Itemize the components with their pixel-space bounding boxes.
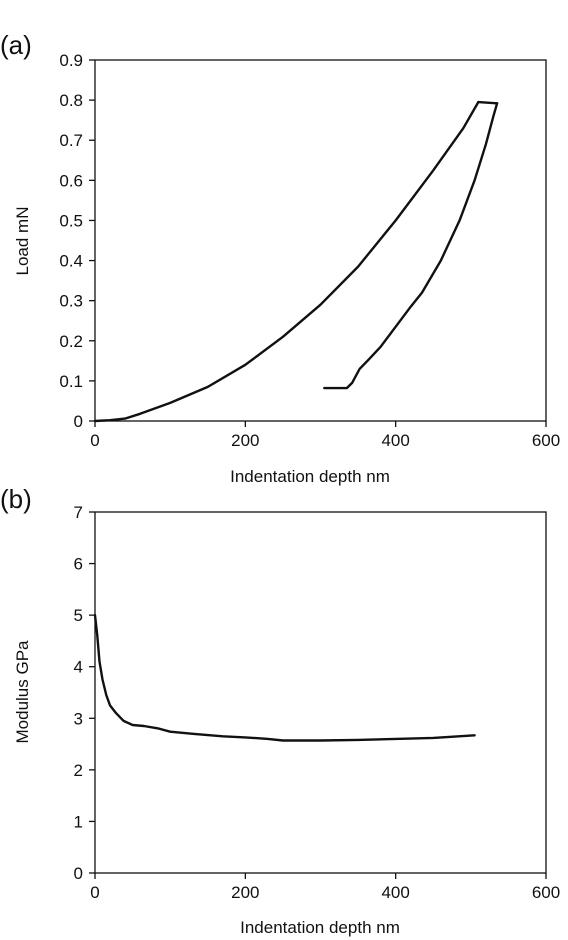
y-tick-label: 0.8 bbox=[59, 91, 83, 110]
x-tick-label: 200 bbox=[231, 883, 259, 902]
y-tick-label: 0.1 bbox=[59, 372, 83, 391]
y-tick-label: 7 bbox=[74, 503, 83, 522]
y-tick-label: 0 bbox=[74, 412, 83, 431]
series-line bbox=[93, 613, 476, 742]
panel-b: (b) 0 200 400 600 0 1 2 3 4 5 6 7 Indentation dept… bbox=[0, 484, 560, 937]
panel-b-x-ticks: 0 200 400 600 bbox=[90, 873, 560, 902]
x-tick-label: 600 bbox=[532, 431, 560, 450]
y-tick-label: 2 bbox=[74, 761, 83, 780]
series-line-hold bbox=[477, 100, 499, 105]
y-tick-label: 0 bbox=[74, 864, 83, 883]
y-tick-label: 0.4 bbox=[59, 252, 83, 271]
x-tick-label: 0 bbox=[90, 431, 99, 450]
panel-b-plot-frame bbox=[94, 511, 547, 874]
y-tick-label: 6 bbox=[74, 555, 83, 574]
panel-a-plot-frame bbox=[94, 59, 547, 422]
y-tick-label: 5 bbox=[74, 606, 83, 625]
x-tick-label: 400 bbox=[381, 431, 409, 450]
y-tick-label: 3 bbox=[74, 709, 83, 728]
panel-a-x-ticks: 0 200 400 600 bbox=[90, 421, 560, 450]
x-tick-label: 200 bbox=[231, 431, 259, 450]
x-tick-label: 400 bbox=[381, 883, 409, 902]
panel-b-y-ticks: 0 1 2 3 4 5 6 7 bbox=[74, 503, 95, 883]
panel-b-series bbox=[93, 613, 476, 742]
y-tick-label: 0.2 bbox=[59, 332, 83, 351]
panel-a-label: (a) bbox=[0, 30, 32, 60]
y-tick-label: 0.6 bbox=[59, 171, 83, 190]
y-tick-label: 1 bbox=[74, 812, 83, 831]
y-tick-label: 0.7 bbox=[59, 131, 83, 150]
x-tick-label: 0 bbox=[90, 883, 99, 902]
y-tick-label: 0.9 bbox=[59, 51, 83, 70]
panel-a: (a) 0 200 400 600 0 0.1 0.2 0.3 0.4 0.5 0.6 0.7 0.8… bbox=[0, 30, 560, 486]
panel-b-x-axis-title: Indentation depth nm bbox=[240, 918, 400, 937]
panel-b-label: (b) bbox=[0, 484, 32, 514]
x-tick-label: 600 bbox=[532, 883, 560, 902]
y-tick-label: 0.3 bbox=[59, 292, 83, 311]
panel-a-y-ticks: 0 0.1 0.2 0.3 0.4 0.5 0.6 0.7 0.8 0.9 bbox=[59, 51, 95, 431]
panel-a-x-axis-title: Indentation depth nm bbox=[230, 467, 390, 486]
panel-a-series bbox=[93, 100, 499, 423]
panel-b-y-axis-title: Modulus GPa bbox=[13, 640, 32, 744]
series-line-unloading bbox=[323, 102, 499, 390]
series-line-loading bbox=[93, 100, 480, 423]
y-tick-label: 0.5 bbox=[59, 211, 83, 230]
panel-a-y-axis-title: Load mN bbox=[13, 207, 32, 276]
y-tick-label: 4 bbox=[74, 658, 83, 677]
